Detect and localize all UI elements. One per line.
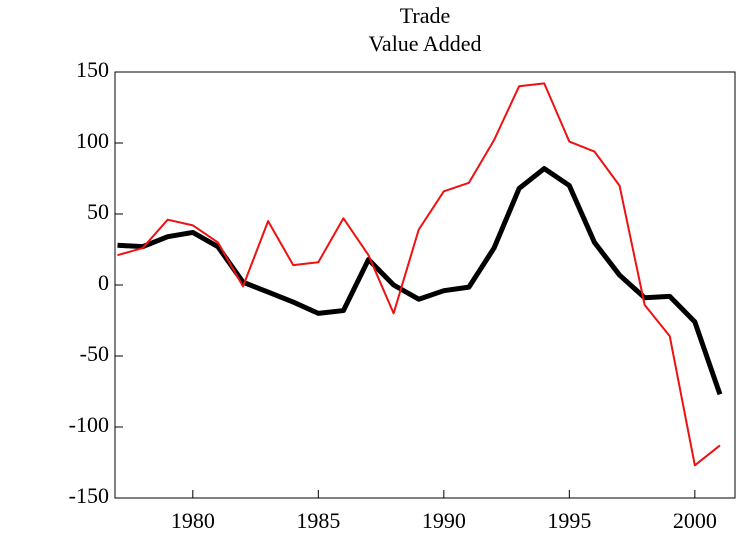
x-tick-label: 1980 [171,508,215,533]
y-tick-label: 0 [98,270,109,295]
line-series [117,82,721,467]
y-tick-label: 100 [76,128,109,153]
y-tick-label: -150 [69,483,109,508]
y-tick-label: -50 [80,341,109,366]
x-tick-label: 1990 [422,508,466,533]
y-tick-label: 50 [87,199,109,224]
x-tick-label: 1995 [547,508,591,533]
plot-frame [114,71,736,499]
line-series [117,166,723,396]
y-tick-label: -100 [69,412,109,437]
y-tick-label: 150 [76,57,109,82]
chart-title: Trade [400,3,451,28]
x-tick-label: 2000 [673,508,717,533]
x-tick-label: 1985 [296,508,340,533]
chart-subtitle: Value Added [368,31,481,56]
